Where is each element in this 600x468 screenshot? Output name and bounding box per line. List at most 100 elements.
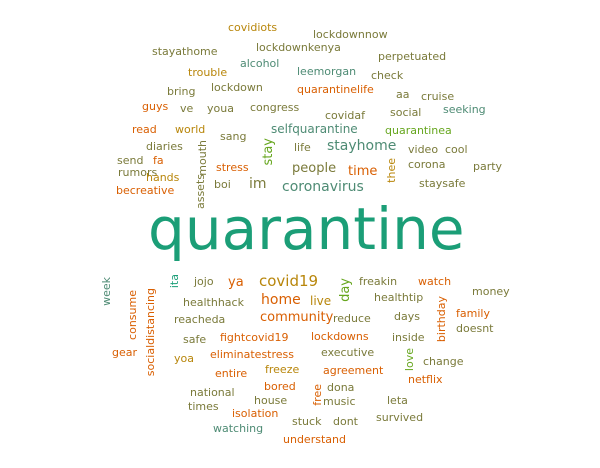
word-money: money bbox=[472, 285, 510, 298]
word-inside: inside bbox=[392, 331, 425, 344]
word-seeking: seeking bbox=[443, 103, 486, 116]
word-stayhome: stayhome bbox=[327, 138, 397, 154]
word-agreement: agreement bbox=[323, 364, 384, 377]
word-time: time bbox=[348, 164, 378, 179]
word-life: life bbox=[294, 141, 311, 154]
word-selfquarantine: selfquarantine bbox=[271, 122, 358, 136]
word-house: house bbox=[254, 394, 288, 407]
word-lockdownnow: lockdownnow bbox=[313, 28, 388, 41]
word-reduce: reduce bbox=[333, 312, 371, 325]
word-stress: stress bbox=[216, 161, 249, 174]
word-yoa: yoa bbox=[174, 352, 194, 365]
word-entire: entire bbox=[215, 367, 248, 380]
word-safe: safe bbox=[183, 333, 207, 346]
word-mouth: mouth bbox=[196, 140, 209, 176]
word-times: times bbox=[188, 400, 219, 413]
word-home: home bbox=[261, 292, 301, 308]
word-covid19: covid19 bbox=[259, 272, 319, 290]
word-rumors: rumors bbox=[118, 166, 158, 179]
word-jojo: jojo bbox=[194, 275, 214, 288]
word-leemorgan: leemorgan bbox=[297, 65, 357, 78]
word-change: change bbox=[423, 355, 464, 368]
word-read: read bbox=[132, 123, 157, 136]
word-corona: corona bbox=[408, 158, 446, 171]
word-doesnt: doesnt bbox=[456, 322, 494, 335]
word-understand: understand bbox=[283, 433, 346, 446]
word-watch: watch bbox=[418, 275, 452, 288]
word-week: week bbox=[100, 277, 113, 306]
word-leta: leta bbox=[387, 394, 408, 407]
word-freeze: freeze bbox=[265, 363, 300, 376]
word-thee: thee bbox=[385, 158, 398, 183]
word-check: check bbox=[371, 69, 404, 82]
word-ya: ya bbox=[228, 275, 244, 290]
word-bored: bored bbox=[264, 380, 296, 393]
word-gear: gear bbox=[112, 346, 138, 359]
word-lockdownkenya: lockdownkenya bbox=[256, 41, 341, 54]
word-music: music bbox=[323, 395, 356, 408]
word-alcohol: alcohol bbox=[240, 57, 280, 70]
word-fa: fa bbox=[153, 154, 164, 167]
word-sang: sang bbox=[220, 130, 247, 143]
word-send: send bbox=[117, 154, 144, 167]
word-party: party bbox=[473, 160, 503, 173]
word-guys: guys bbox=[142, 100, 169, 113]
word-lockdowns: lockdowns bbox=[311, 330, 369, 343]
word-live: live bbox=[310, 294, 332, 308]
word-isolation: isolation bbox=[232, 407, 279, 420]
word-lockdown: lockdown bbox=[211, 81, 263, 94]
word-ve: ve bbox=[180, 102, 194, 115]
word-bring: bring bbox=[167, 85, 196, 98]
word-staysafe: staysafe bbox=[419, 177, 466, 190]
word-freakin: freakin bbox=[359, 275, 398, 288]
word-world: world bbox=[175, 123, 206, 136]
word-youa: youa bbox=[207, 102, 234, 115]
word-national: national bbox=[190, 386, 235, 399]
word-quarantine: quarantine bbox=[148, 195, 465, 263]
word-ita: ita bbox=[168, 274, 181, 289]
word-stay: stay bbox=[261, 138, 276, 166]
word-diaries: diaries bbox=[146, 140, 183, 153]
word-executive: executive bbox=[321, 346, 375, 359]
word-im: im bbox=[249, 176, 267, 192]
word-day: day bbox=[338, 278, 353, 302]
word-free: free bbox=[311, 384, 324, 406]
word-congress: congress bbox=[250, 101, 300, 114]
word-cool: cool bbox=[445, 143, 468, 156]
word-days: days bbox=[394, 310, 420, 323]
word-netflix: netflix bbox=[408, 373, 443, 386]
word-dona: dona bbox=[327, 381, 355, 394]
word-stayathome: stayathome bbox=[152, 45, 218, 58]
word-video: video bbox=[408, 143, 439, 156]
word-consume: consume bbox=[126, 290, 139, 340]
word-healthtip: healthtip bbox=[374, 291, 424, 304]
word-eliminatestress: eliminatestress bbox=[210, 348, 294, 361]
word-quarantinea: quarantinea bbox=[385, 124, 452, 137]
word-perpetuated: perpetuated bbox=[378, 50, 447, 63]
word-birthday: birthday bbox=[435, 296, 448, 343]
word-socialdistancing: socialdistancing bbox=[144, 288, 157, 377]
word-coronavirus: coronavirus bbox=[282, 179, 364, 195]
word-people: people bbox=[292, 161, 337, 176]
word-quarantinelife: quarantinelife bbox=[297, 83, 374, 96]
word-love: love bbox=[403, 348, 416, 372]
word-covidaf: covidaf bbox=[325, 109, 365, 122]
word-reacheda: reacheda bbox=[174, 313, 226, 326]
word-dont: dont bbox=[333, 415, 358, 428]
word-boi: boi bbox=[214, 178, 231, 191]
word-covidiots: covidiots bbox=[228, 21, 278, 34]
word-watching: watching bbox=[213, 422, 264, 435]
word-hands: hands bbox=[146, 171, 180, 184]
word-trouble: trouble bbox=[188, 66, 228, 79]
word-family: family bbox=[456, 307, 490, 320]
word-social: social bbox=[390, 106, 422, 119]
word-cruise: cruise bbox=[421, 90, 455, 103]
word-community: community bbox=[260, 310, 334, 325]
word-aa: aa bbox=[396, 88, 410, 101]
word-fightcovid19: fightcovid19 bbox=[220, 331, 289, 344]
word-stuck: stuck bbox=[292, 415, 322, 428]
word-survived: survived bbox=[376, 411, 424, 424]
word-healthhack: healthhack bbox=[183, 296, 244, 309]
word-becreative: becreative bbox=[116, 184, 175, 197]
